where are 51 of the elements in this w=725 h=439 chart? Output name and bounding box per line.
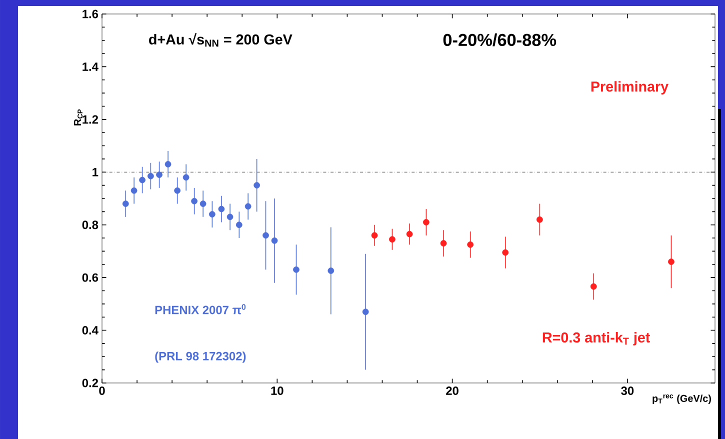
- point: [244, 203, 252, 210]
- point: [174, 187, 181, 194]
- y-tick-label: 1.4: [82, 62, 98, 71]
- point: [130, 187, 138, 194]
- x-tick-label: 30: [621, 386, 634, 395]
- y-tick-label: 0.6: [82, 273, 98, 282]
- point: [467, 241, 474, 248]
- y-tick-label: 1.2: [82, 115, 98, 124]
- x-tick-label: 20: [446, 386, 458, 395]
- point: [536, 216, 543, 223]
- point: [502, 249, 509, 256]
- y-tick-label: 0.8: [82, 220, 98, 230]
- point: [191, 198, 198, 204]
- point: [293, 266, 300, 273]
- annotation: d+Au √s$_{NN}$ = 200 GeV: [149, 33, 292, 47]
- annotation: Preliminary: [591, 81, 668, 94]
- x-axis-title: p$_{T}$$^{rec}$ (GeV/c): [652, 394, 711, 404]
- annotation: PHENIX 2007 π$^{0}$: [155, 304, 246, 314]
- point: [389, 236, 396, 243]
- y-axis-title: R$_{CP}$: [74, 109, 82, 126]
- point: [254, 182, 260, 189]
- point: [122, 200, 129, 207]
- point: [148, 172, 154, 180]
- point: [590, 283, 597, 290]
- annotation: (PRL 98 172302): [155, 352, 246, 363]
- point: [371, 232, 378, 239]
- x-tick-label: 0: [99, 386, 105, 395]
- point: [271, 237, 278, 244]
- point: [226, 214, 234, 220]
- y-tick-label: 1: [92, 168, 98, 176]
- point: [200, 200, 206, 207]
- point: [218, 206, 225, 212]
- point: [208, 211, 216, 218]
- point: [406, 230, 413, 238]
- point: [164, 161, 172, 168]
- point: [328, 268, 334, 274]
- point: [236, 222, 242, 228]
- point: [423, 219, 430, 226]
- point: [668, 258, 674, 265]
- point: [139, 176, 146, 184]
- x-tick-label: 10: [271, 386, 284, 395]
- point: [262, 232, 269, 239]
- annotation: 0-20%/60-88%: [443, 33, 556, 46]
- point: [362, 308, 369, 316]
- y-tick-label: 0.4: [82, 326, 98, 334]
- point: [156, 172, 162, 178]
- y-tick-label: 1.6: [82, 10, 98, 18]
- point: [440, 240, 447, 246]
- y-tick-label: 0.2: [82, 378, 98, 388]
- annotation: R=0.3 anti-k$_{T}$ jet: [542, 332, 650, 346]
- point: [182, 174, 190, 181]
